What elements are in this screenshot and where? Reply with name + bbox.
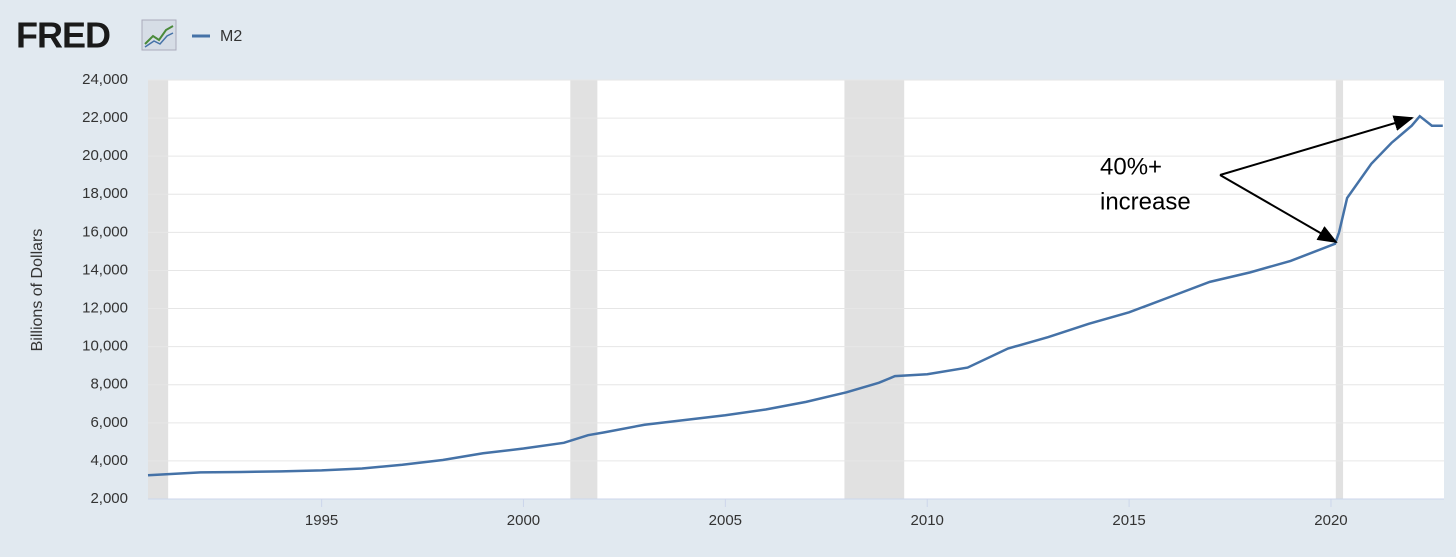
y-tick-label: 4,000 xyxy=(90,452,128,469)
recession-band xyxy=(570,80,598,499)
annotation-arrow xyxy=(1219,174,1338,244)
y-tick-label: 12,000 xyxy=(82,300,128,317)
legend-label: M2 xyxy=(220,28,242,45)
annotation: increase xyxy=(1100,188,1191,215)
annotation: 40%+ xyxy=(1100,153,1162,180)
x-tick-label: 2020 xyxy=(1314,512,1347,529)
y-tick-label: 14,000 xyxy=(82,261,128,278)
x-tick-label: 2015 xyxy=(1112,512,1145,529)
y-tick-label: 22,000 xyxy=(82,109,128,126)
logo-icon xyxy=(141,19,177,51)
y-tick-label: 18,000 xyxy=(82,185,128,202)
y-axis-label: Billions of Dollars xyxy=(29,229,46,352)
x-tick-label: 2000 xyxy=(507,512,540,529)
recession-band xyxy=(844,80,905,499)
recession-band xyxy=(148,80,169,499)
y-tick-label: 10,000 xyxy=(82,338,128,355)
y-tick-label: 6,000 xyxy=(90,414,128,431)
line-series xyxy=(147,114,1443,477)
logo: FRED xyxy=(16,15,110,56)
y-tick-label: 24,000 xyxy=(82,71,128,88)
recession-band xyxy=(1335,80,1344,499)
y-tick-label: 2,000 xyxy=(90,490,128,507)
y-tick-label: 16,000 xyxy=(82,223,128,240)
y-tick-label: 8,000 xyxy=(90,376,128,393)
plot-area xyxy=(148,80,1444,499)
y-tick-label: 20,000 xyxy=(82,147,128,164)
x-tick-label: 2005 xyxy=(709,512,742,529)
x-tick-label: 1995 xyxy=(305,512,338,529)
annotation-arrow xyxy=(1219,115,1414,176)
x-tick-label: 2010 xyxy=(911,512,944,529)
